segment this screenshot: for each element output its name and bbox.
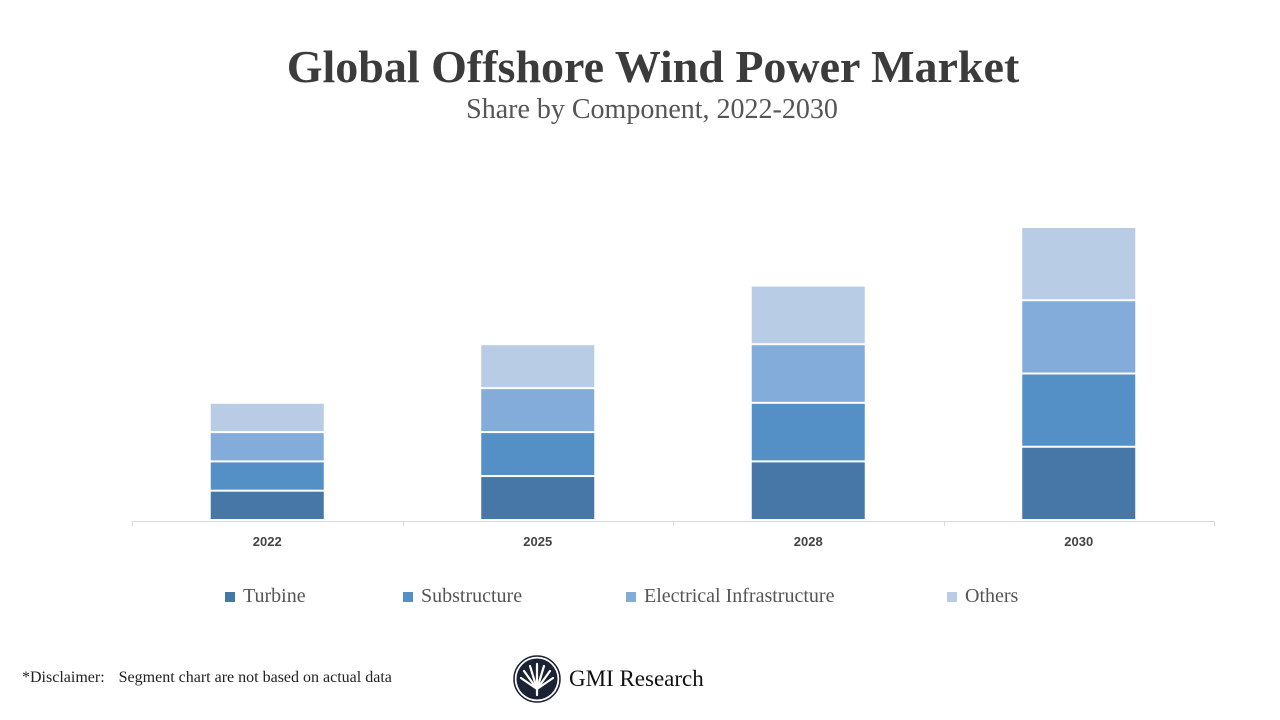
legend: Turbine Substructure Electrical Infrastruc… [0,585,1280,611]
disclaimer-text: Segment chart are not based on actual da… [118,669,392,686]
bar-turbine-2028 [751,462,865,519]
x-tick-label: 2028 [794,534,823,549]
x-tick-label: 2025 [523,534,552,549]
chart-subtitle: Share by Component, 2022-2030 [466,94,838,125]
legend-label: Electrical Infrastructure [644,585,835,607]
bar-others-2025 [481,345,595,388]
bar-substructure-2030 [1022,374,1136,446]
bar-electrical-infrastructure-2030 [1022,301,1136,373]
legend-item: Turbine [225,585,306,608]
bar-others-2030 [1022,228,1136,300]
x-tick-label: 2022 [253,534,282,549]
chart-title: Global Offshore Wind Power Market [286,41,1020,92]
legend-swatch [403,591,413,602]
bar-substructure-2022 [210,462,324,490]
bar-turbine-2030 [1022,447,1136,519]
legend-swatch [626,591,636,602]
legend-label: Turbine [243,585,306,607]
legend-swatch [947,591,957,602]
legend-label: Others [965,585,1019,607]
legend-item: Substructure [403,585,522,608]
bar-others-2022 [210,403,324,432]
brand-fan-icon [513,655,561,703]
bar-electrical-infrastructure-2025 [481,389,595,432]
legend-item: Others [947,585,1018,608]
bar-electrical-infrastructure-2022 [210,433,324,461]
brand-name: GMI Research [569,666,704,691]
bar-substructure-2025 [481,433,595,476]
legend-label: Substructure [421,585,523,607]
bar-substructure-2028 [751,403,865,461]
legend-swatch [225,591,235,602]
disclaimer: *Disclaimer: Segment chart are not based … [22,669,406,687]
x-tick-label: 2030 [1064,534,1093,549]
legend-item: Electrical Infrastructure [626,585,834,608]
disclaimer-label: *Disclaimer: [22,669,105,686]
brand-logo: GMI Research [513,655,704,703]
bar-electrical-infrastructure-2028 [751,345,865,402]
bar-turbine-2022 [210,491,324,519]
bar-turbine-2025 [481,477,595,519]
bar-others-2028 [751,286,865,344]
